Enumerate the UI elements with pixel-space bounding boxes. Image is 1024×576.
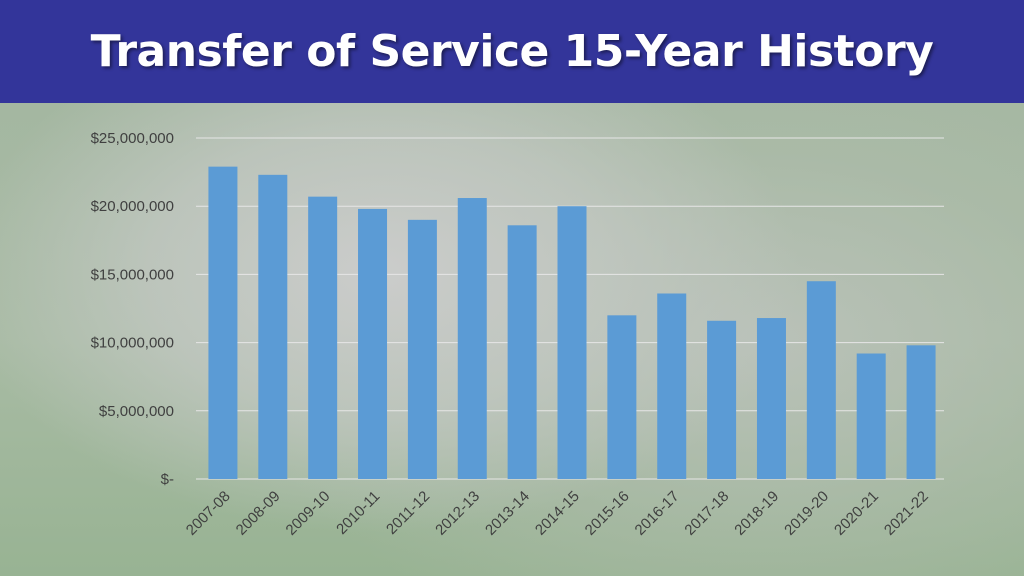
bar (756, 318, 786, 479)
bar (657, 293, 687, 479)
y-tick-label: $10,000,000 (91, 335, 174, 352)
bar (707, 320, 737, 479)
x-tick-label: 2021-22 (881, 488, 932, 539)
x-tick-label: 2020-21 (831, 488, 882, 539)
y-tick-label: $25,000,000 (91, 130, 174, 147)
bar-chart: $- $5,000,000 $10,000,000 $15,000,000 $20,00… (91, 130, 944, 539)
y-tick-label: $15,000,000 (91, 266, 174, 283)
bar (507, 225, 537, 479)
bar (358, 208, 388, 479)
x-tick-label: 2007-08 (183, 488, 234, 539)
bar (258, 174, 288, 479)
x-tick-label: 2008-09 (233, 488, 284, 539)
x-tick-label: 2018-19 (731, 488, 782, 539)
x-tick-label: 2013-14 (482, 488, 533, 539)
x-tick-label: 2014-15 (532, 488, 583, 539)
y-tick-label: $5,000,000 (99, 403, 174, 420)
bar (308, 196, 338, 479)
x-tick-label: 2015-16 (582, 488, 633, 539)
x-tick-label: 2017-18 (681, 488, 732, 539)
bar (407, 219, 437, 479)
y-tick-label: $20,000,000 (91, 198, 174, 215)
bar (906, 345, 936, 479)
x-tick-label: 2019-20 (781, 488, 832, 539)
bar (208, 166, 238, 480)
x-tick-label: 2016-17 (632, 488, 683, 539)
bar (806, 281, 836, 479)
x-tick-label: 2009-10 (283, 488, 334, 539)
bar (607, 315, 637, 479)
x-tick-label: 2011-12 (383, 488, 433, 538)
bar (856, 353, 886, 479)
bar (557, 206, 587, 479)
x-tick-label: 2010-11 (333, 488, 383, 538)
bar (457, 198, 487, 479)
y-tick-label: $- (161, 471, 174, 488)
title-bar: Transfer of Service 15-Year History (0, 0, 1024, 103)
page-title: Transfer of Service 15-Year History (90, 26, 934, 77)
x-tick-label: 2012-13 (432, 488, 483, 539)
